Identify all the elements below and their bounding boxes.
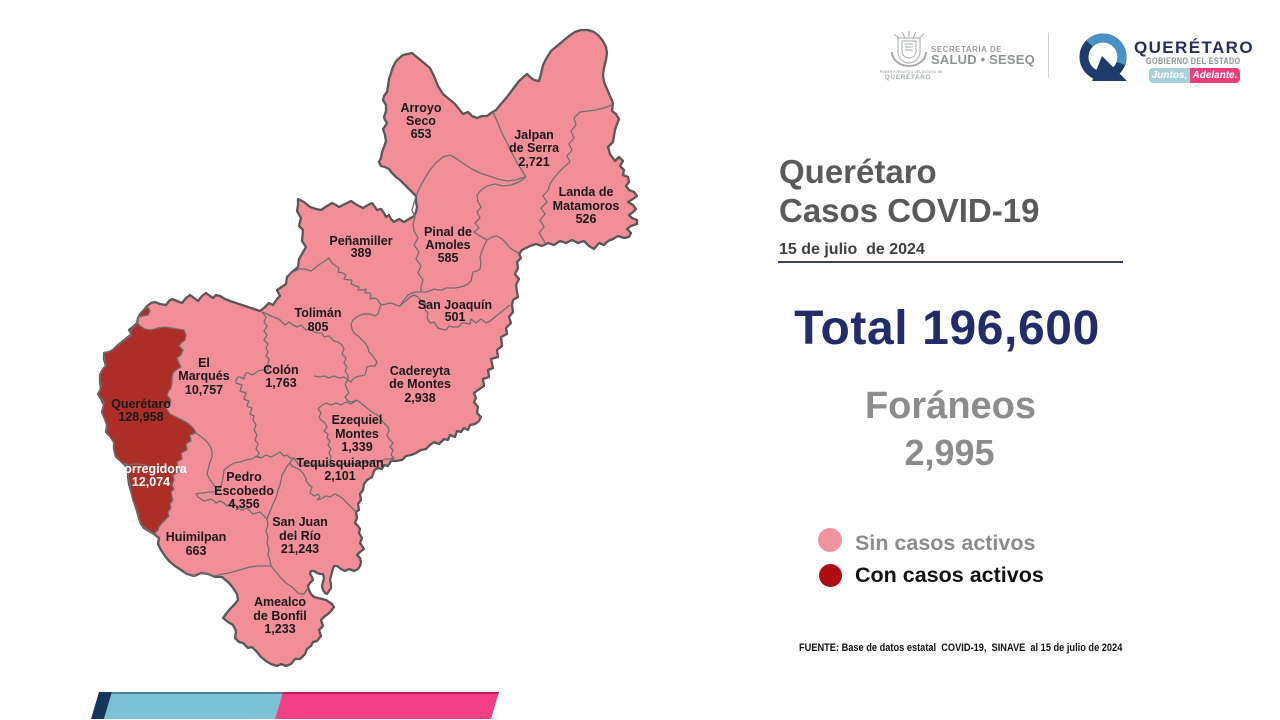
svg-text:Matamoros: Matamoros <box>553 199 620 213</box>
svg-text:Peñamiller: Peñamiller <box>329 234 392 248</box>
svg-text:Pedro: Pedro <box>226 470 262 484</box>
svg-text:653: 653 <box>411 127 432 141</box>
svg-text:Querétaro: Querétaro <box>111 397 171 411</box>
svg-text:Jalpan: Jalpan <box>514 128 554 142</box>
svg-text:12,074: 12,074 <box>132 475 170 489</box>
svg-text:San Juan: San Juan <box>272 515 328 529</box>
svg-text:21,243: 21,243 <box>281 542 319 556</box>
svg-text:Tequisquiapan: Tequisquiapan <box>296 456 383 470</box>
svg-text:2,101: 2,101 <box>324 469 355 483</box>
svg-text:501: 501 <box>445 310 466 324</box>
svg-text:Amealco: Amealco <box>254 595 306 609</box>
svg-text:389: 389 <box>351 246 372 260</box>
svg-text:Cadereyta: Cadereyta <box>390 364 451 378</box>
svg-text:de Bonfil: de Bonfil <box>253 609 306 623</box>
svg-text:del Río: del Río <box>279 529 321 543</box>
svg-text:Landa de: Landa de <box>559 185 614 199</box>
svg-text:4,356: 4,356 <box>228 497 259 511</box>
svg-text:Pinal de: Pinal de <box>424 225 472 239</box>
svg-text:128,958: 128,958 <box>118 410 163 424</box>
svg-text:Ezequiel: Ezequiel <box>332 413 383 427</box>
svg-text:2,721: 2,721 <box>518 155 549 169</box>
svg-text:Tolimán: Tolimán <box>295 306 342 320</box>
svg-text:Amoles: Amoles <box>425 238 470 252</box>
svg-text:Huimilpan: Huimilpan <box>166 530 226 544</box>
svg-text:Corregidora: Corregidora <box>115 462 188 476</box>
svg-text:805: 805 <box>308 320 329 334</box>
svg-text:Marqués: Marqués <box>178 369 229 383</box>
svg-text:Seco: Seco <box>406 114 436 128</box>
svg-text:526: 526 <box>576 212 597 226</box>
svg-text:1,763: 1,763 <box>265 376 296 390</box>
svg-text:585: 585 <box>438 251 459 265</box>
svg-text:Escobedo: Escobedo <box>214 484 274 498</box>
svg-text:2,938: 2,938 <box>404 391 435 405</box>
svg-text:1,233: 1,233 <box>264 622 295 636</box>
svg-text:Montes: Montes <box>335 427 379 441</box>
svg-text:1,339: 1,339 <box>341 440 372 454</box>
svg-text:de Serra: de Serra <box>509 141 560 155</box>
svg-text:San Joaquín: San Joaquín <box>418 298 492 312</box>
svg-text:de Montes: de Montes <box>389 377 451 391</box>
svg-text:Arroyo: Arroyo <box>401 101 442 115</box>
svg-text:El: El <box>198 356 210 370</box>
svg-text:10,757: 10,757 <box>185 383 223 397</box>
svg-text:663: 663 <box>186 544 207 558</box>
svg-text:Colón: Colón <box>263 363 298 377</box>
